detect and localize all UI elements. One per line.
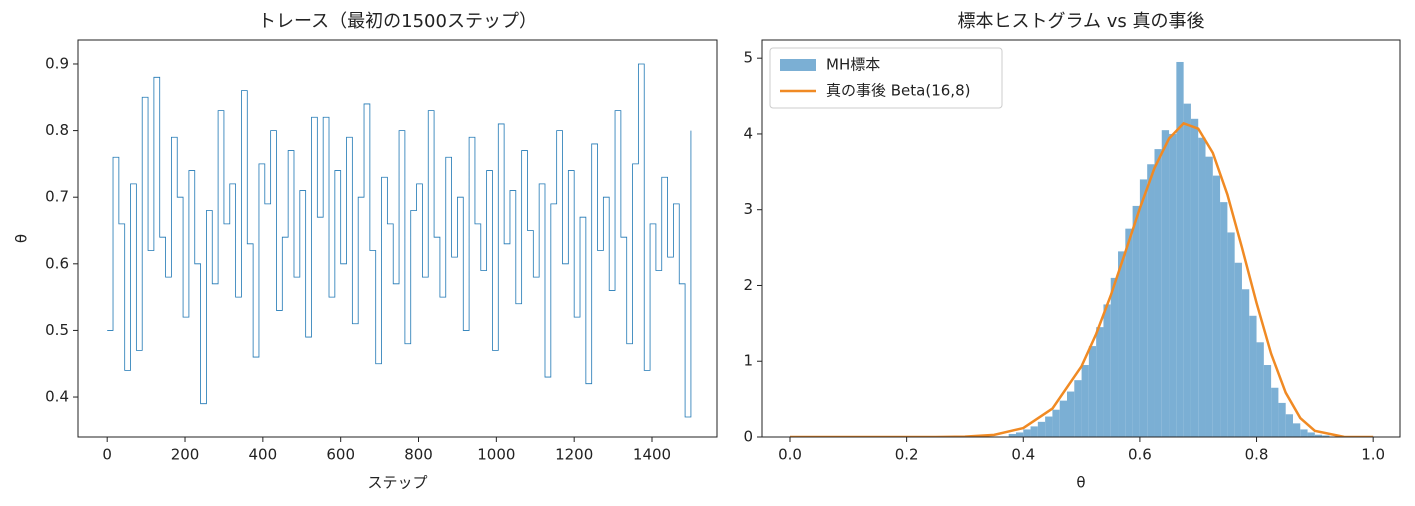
x-axis-label: θ (1076, 474, 1085, 492)
chart-title: トレース（最初の1500ステップ） (258, 11, 537, 32)
y-tick-label: 0.9 (45, 54, 69, 72)
histogram-bar (1118, 251, 1126, 437)
x-tick-label: 600 (326, 446, 355, 464)
histogram-bar (1234, 262, 1242, 437)
histogram-bar (1263, 365, 1272, 437)
histogram-bar (1052, 409, 1060, 437)
legend-label: MH標本 (826, 56, 880, 74)
y-tick-label: 0.7 (45, 188, 69, 206)
histogram-bar (1154, 149, 1162, 437)
x-tick-label: 200 (171, 446, 200, 464)
histogram-bar (1161, 130, 1170, 438)
histogram-bar (1023, 429, 1031, 437)
y-tick-label: 1 (743, 352, 753, 370)
histogram-bar (1147, 164, 1155, 438)
x-tick-label: 0 (102, 446, 112, 464)
chart-title: 標本ヒストグラム vs 真の事後 (958, 11, 1205, 32)
x-tick-label: 1.0 (1361, 446, 1385, 464)
x-tick-label: 0.0 (778, 446, 802, 464)
histogram-bar (1015, 432, 1024, 437)
histogram-bar (1227, 232, 1235, 437)
x-tick-label: 0.4 (1011, 446, 1035, 464)
histogram-bar (1190, 118, 1199, 438)
y-tick-label: 4 (743, 124, 753, 142)
histogram-bar (1314, 434, 1323, 437)
histogram-bar (1030, 426, 1038, 437)
x-tick-label: 800 (404, 446, 433, 464)
trace-line (107, 63, 692, 418)
histogram-bar (1169, 133, 1177, 437)
x-tick-label: 0.2 (895, 446, 919, 464)
histogram-bar (1241, 289, 1250, 437)
histogram-bar (1008, 433, 1016, 437)
y-tick-label: 5 (743, 49, 753, 67)
plot-frame (77, 39, 718, 438)
x-tick-label: 1200 (555, 446, 593, 464)
y-tick-label: 3 (743, 200, 753, 218)
histogram-bar (1088, 346, 1097, 437)
y-axis-label: θ (13, 234, 31, 243)
y-tick-label: 0 (743, 428, 753, 446)
histogram-bar (1059, 400, 1068, 437)
histogram-bar (1125, 228, 1133, 437)
histogram-bar (1074, 380, 1082, 437)
histogram-bar (1285, 414, 1293, 437)
x-tick-label: 0.6 (1128, 446, 1152, 464)
histogram-bar (1212, 175, 1221, 438)
histogram-bar (1249, 315, 1257, 437)
histogram-bar (1271, 387, 1279, 437)
histogram-bar (1067, 391, 1075, 437)
histogram-bar (1322, 435, 1330, 437)
histogram-bar (1183, 103, 1191, 437)
histogram-bar (1256, 342, 1264, 437)
histogram-bar (1300, 429, 1308, 437)
histogram-bar (1037, 421, 1046, 437)
x-tick-label: 1000 (477, 446, 515, 464)
histogram-bar (1132, 205, 1140, 437)
histogram-bar (1198, 137, 1206, 437)
histogram-bar (1307, 432, 1315, 437)
histogram-bar (1292, 423, 1301, 437)
y-tick-label: 0.6 (45, 254, 69, 272)
y-tick-label: 0.8 (45, 121, 69, 139)
plot-frame (761, 39, 1401, 438)
histogram-bar (1045, 416, 1053, 437)
y-tick-label: 0.5 (45, 321, 69, 339)
y-tick-label: 2 (743, 276, 753, 294)
histogram-bar (1220, 202, 1228, 437)
x-axis-label: ステップ (367, 474, 427, 492)
histogram-bar (1139, 179, 1148, 437)
histogram-bar (1081, 365, 1089, 437)
legend-box (769, 47, 1003, 109)
x-tick-label: 1400 (633, 446, 671, 464)
histogram-bar (1176, 61, 1184, 437)
y-tick-label: 0.4 (45, 388, 69, 406)
density-curve (789, 121, 1374, 437)
histogram-bar (1278, 402, 1286, 437)
histogram-bar (1110, 277, 1119, 437)
x-tick-label: 400 (249, 446, 278, 464)
histogram-bar (1103, 304, 1111, 437)
histogram-bar (1096, 327, 1104, 437)
histogram-bar (1205, 156, 1213, 437)
x-tick-label: 0.8 (1245, 446, 1269, 464)
legend-swatch (780, 59, 816, 71)
legend-label: 真の事後 Beta(16,8) (826, 82, 970, 100)
